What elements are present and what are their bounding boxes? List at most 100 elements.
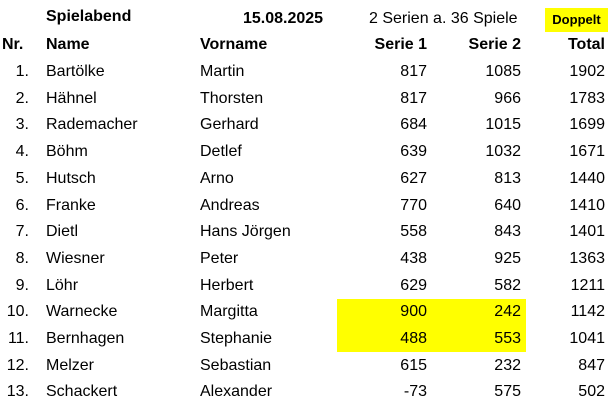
table-row: 10. Warnecke Margitta 900 242 1142: [0, 299, 608, 326]
row-vorname: Thorsten: [200, 89, 264, 107]
row-number: 8.: [15, 249, 29, 267]
doppelt-badge: Doppelt: [545, 8, 608, 32]
row-number: 6.: [15, 196, 29, 214]
row-serie2: 1032: [485, 143, 521, 161]
table-row: 2. Hähnel Thorsten 817 966 1783: [0, 86, 608, 113]
row-number: 10.: [6, 303, 29, 321]
row-number: 3.: [15, 116, 29, 134]
row-vorname: Hans Jörgen: [200, 223, 291, 241]
row-total: 847: [578, 356, 605, 374]
row-name: Schackert: [46, 383, 118, 401]
table-row: 11. Bernhagen Stephanie 488 553 1041: [0, 326, 608, 353]
row-number: 11.: [7, 330, 29, 347]
row-name: Melzer: [46, 356, 95, 374]
header-name: Name: [46, 36, 90, 53]
row-serie2: 925: [494, 249, 521, 267]
row-serie2: 575: [494, 383, 521, 401]
row-serie1: 900: [400, 303, 427, 321]
row-total: 1783: [569, 89, 605, 107]
row-name: Bernhagen: [46, 330, 125, 347]
table-row: 4. Böhm Detlef 639 1032 1671: [0, 139, 608, 166]
row-vorname: Martin: [200, 63, 245, 80]
row-name: Hutsch: [46, 169, 96, 187]
table-row: 5. Hutsch Arno 627 813 1440: [0, 166, 608, 193]
row-vorname: Herbert: [200, 276, 254, 294]
header-total: Total: [567, 36, 605, 53]
table-row: 13. Schackert Alexander -73 575 502: [0, 379, 608, 406]
row-vorname: Andreas: [200, 196, 260, 214]
table-row: 7. Dietl Hans Jörgen 558 843 1401: [0, 219, 608, 246]
row-total: 1671: [569, 143, 605, 161]
row-total: 1440: [569, 169, 605, 187]
row-serie1: 615: [400, 356, 427, 374]
row-serie2: 1015: [485, 116, 521, 134]
row-serie1: 627: [400, 169, 427, 187]
row-number: 9.: [15, 276, 29, 294]
row-serie2: 966: [494, 89, 521, 107]
row-number: 4.: [15, 143, 29, 161]
row-name: Hähnel: [46, 89, 97, 107]
row-total: 1902: [569, 63, 605, 80]
row-total: 1699: [569, 116, 605, 134]
row-serie1: 558: [400, 223, 427, 241]
row-vorname: Sebastian: [200, 356, 272, 374]
row-total: 1363: [569, 249, 605, 267]
row-number: 12.: [6, 356, 29, 374]
row-name: Warnecke: [46, 303, 118, 321]
row-vorname: Detlef: [200, 143, 242, 161]
row-serie1: 770: [400, 196, 427, 214]
row-name: Rademacher: [46, 116, 138, 134]
row-serie2: 242: [494, 303, 521, 321]
row-serie1: 817: [400, 89, 427, 107]
row-name: Franke: [46, 196, 96, 214]
table-row: 9. Löhr Herbert 629 582 1211: [0, 273, 608, 300]
header-nr: Nr.: [2, 36, 24, 53]
table-row: 8. Wiesner Peter 438 925 1363: [0, 246, 608, 273]
highlighted-series-cells: [337, 299, 526, 352]
row-serie1: -73: [403, 383, 427, 401]
row-serie1: 629: [400, 276, 427, 294]
row-name: Dietl: [46, 223, 79, 241]
row-vorname: Arno: [200, 169, 234, 187]
header-serie1: Serie 1: [374, 36, 427, 53]
row-total: 502: [578, 383, 605, 401]
row-serie1: 817: [400, 63, 427, 80]
row-serie2: 553: [494, 330, 521, 347]
header-vorname: Vorname: [200, 36, 268, 53]
row-vorname: Peter: [200, 249, 239, 267]
row-serie2: 813: [494, 169, 521, 187]
row-serie2: 843: [494, 223, 521, 241]
header-serie2: Serie 2: [468, 36, 521, 53]
row-vorname: Margitta: [200, 303, 258, 321]
row-number: 5.: [15, 169, 29, 187]
row-serie1: 438: [400, 249, 427, 267]
page-title: Spielabend: [46, 8, 132, 25]
row-total: 1401: [569, 223, 605, 241]
table-row: 3. Rademacher Gerhard 684 1015 1699: [0, 112, 608, 139]
row-vorname: Gerhard: [200, 116, 259, 134]
row-name: Löhr: [46, 276, 79, 294]
row-serie1: 684: [400, 116, 427, 134]
row-serie2: 582: [494, 276, 521, 294]
row-serie2: 640: [494, 196, 521, 214]
row-total: 1211: [570, 276, 605, 294]
row-serie1: 488: [400, 330, 427, 347]
row-vorname: Alexander: [200, 383, 273, 401]
row-number: 1.: [15, 63, 29, 80]
row-number: 7.: [15, 223, 29, 241]
row-number: 2.: [15, 89, 29, 107]
series-info: 2 Serien a. 36 Spiele: [369, 10, 518, 27]
row-total: 1142: [570, 303, 605, 321]
row-vorname: Stephanie: [200, 330, 273, 347]
row-serie2: 232: [494, 356, 521, 374]
row-serie1: 639: [400, 143, 427, 161]
row-serie2: 1085: [485, 63, 521, 80]
table-row: 12. Melzer Sebastian 615 232 847: [0, 353, 608, 380]
row-name: Böhm: [46, 143, 88, 161]
row-number: 13.: [6, 383, 29, 401]
row-name: Bartölke: [46, 63, 105, 80]
row-name: Wiesner: [46, 249, 105, 267]
table-row: 6. Franke Andreas 770 640 1410: [0, 193, 608, 220]
row-total: 1410: [569, 196, 605, 214]
table-row: 1. Bartölke Martin 817 1085 1902: [0, 59, 608, 86]
